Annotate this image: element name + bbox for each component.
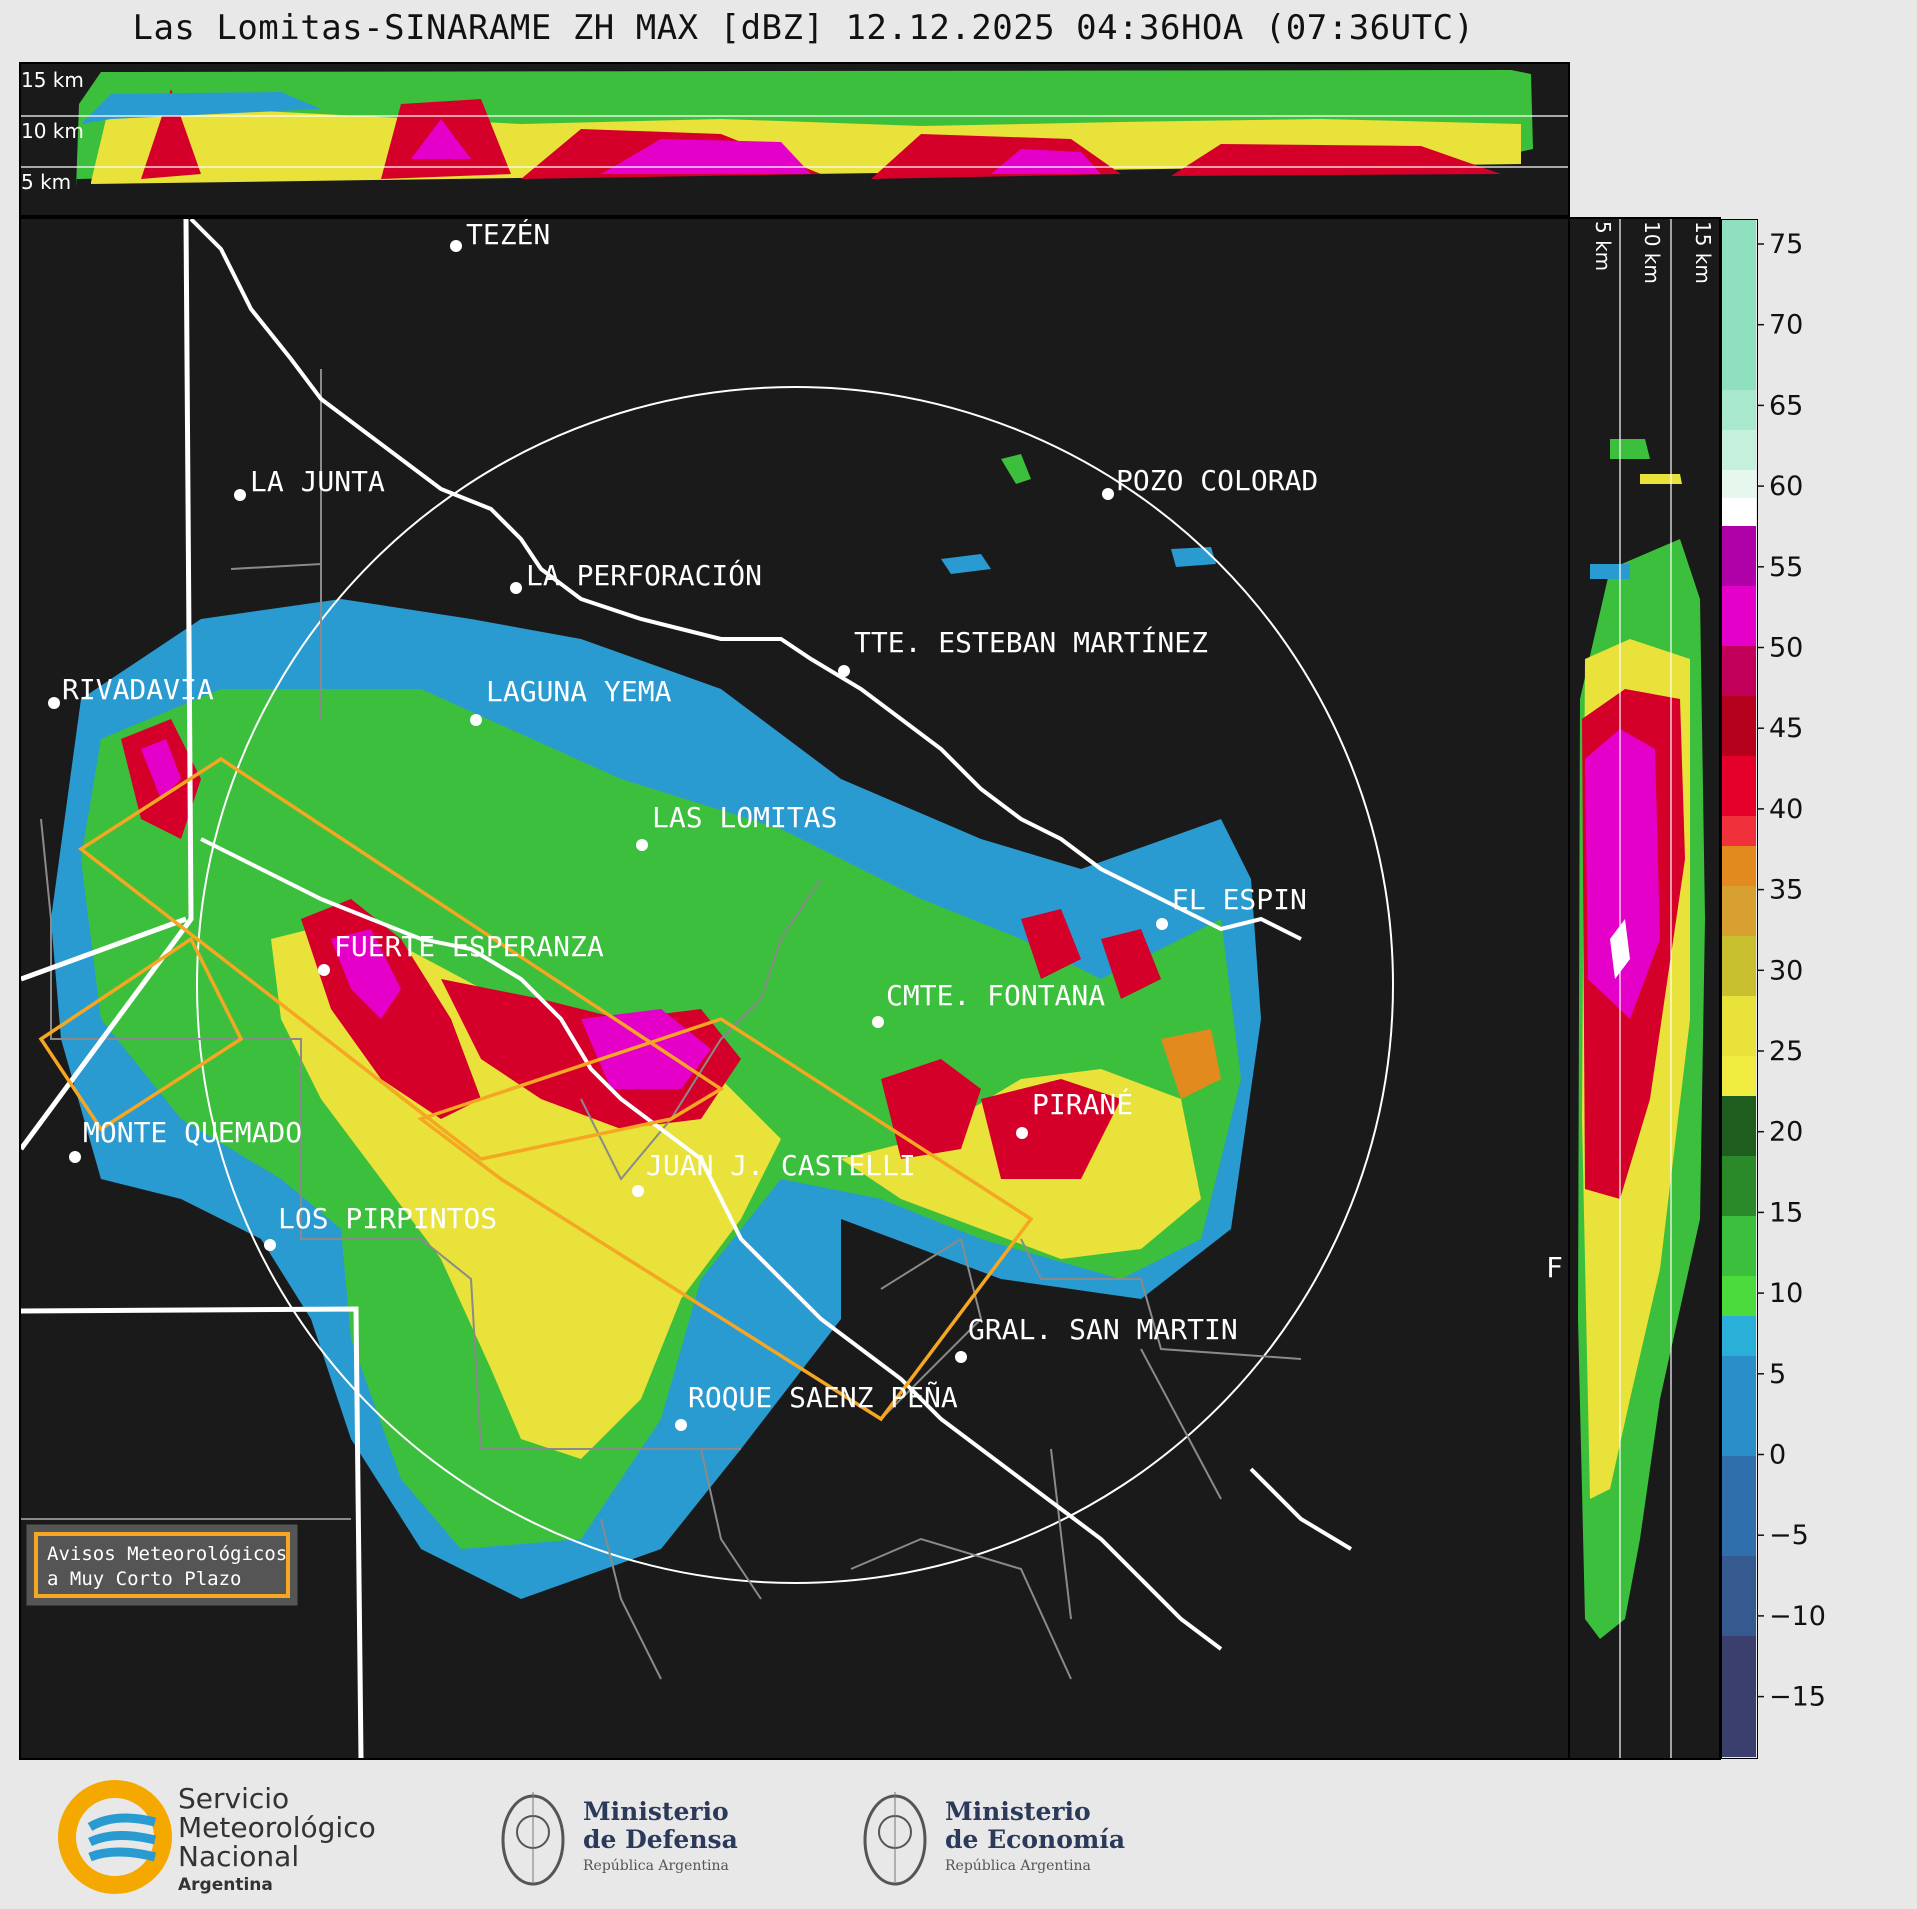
warning-legend-line2: a Muy Corto Plazo [47, 1568, 241, 1590]
smn-line4: Argentina [178, 1875, 273, 1895]
svg-text:LA JUNTA: LA JUNTA [250, 465, 385, 498]
svg-text:EL ESPIN: EL ESPIN [1172, 883, 1307, 916]
svg-text:PIRANÉ: PIRANÉ [1032, 1087, 1133, 1121]
place-laguna-yema: LAGUNA YEMA [470, 675, 672, 726]
dbz-colorbar [1721, 219, 1758, 1759]
side-label-15km: 15 km [1691, 221, 1715, 284]
svg-text:FUERTE ESPERANZA: FUERTE ESPERANZA [334, 930, 604, 963]
colorbar-tick-label: 10 [1769, 1278, 1803, 1309]
colorbar-tick-label: 35 [1769, 875, 1803, 906]
colorbar-tick-label: 45 [1769, 713, 1803, 744]
place-tte-esteban-martinez: TTE. ESTEBAN MARTÍNEZ [838, 625, 1208, 677]
side-profile-echo [1578, 439, 1705, 1639]
footer-logos: Servicio Meteorológico Nacional Argentin… [0, 1762, 1917, 1909]
economia-line1: Ministerio [945, 1797, 1091, 1826]
place-monte-quemado: MONTE QUEMADO [69, 1116, 302, 1163]
reflectivity-field [51, 454, 1261, 1599]
place-pirane: PIRANÉ [1016, 1087, 1133, 1139]
svg-text:TEZÉN: TEZÉN [466, 219, 550, 251]
place-labels: TEZÉN LA JUNTA POZO COLORAD LA PERFORACI… [48, 219, 1563, 1431]
colorbar-tick-label: −15 [1769, 1682, 1826, 1713]
colorbar-tick-label: 55 [1769, 552, 1803, 583]
department-borders [21, 369, 1302, 1680]
colorbar-tick-label: 65 [1769, 390, 1803, 421]
place-cmte-fontana: CMTE. FONTANA [872, 979, 1105, 1028]
place-la-perforacion: LA PERFORACIÓN [510, 558, 762, 594]
svg-text:MONTE QUEMADO: MONTE QUEMADO [83, 1116, 302, 1149]
colorbar-tick-label: −5 [1769, 1520, 1809, 1551]
svg-text:POZO COLORAD: POZO COLORAD [1116, 464, 1318, 497]
top-profile-echo [76, 70, 1533, 189]
colorbar-tick-label: 30 [1769, 955, 1803, 986]
economia-logo: Ministerio de Economía República Argenti… [863, 1792, 1125, 1886]
smn-line1: Servicio [178, 1782, 289, 1815]
colorbar-tick-label: −10 [1769, 1601, 1826, 1632]
top-label-15km: 15 km [21, 68, 84, 92]
defensa-logo: Ministerio de Defensa República Argentin… [501, 1792, 738, 1886]
smn-logo: Servicio Meteorológico Nacional Argentin… [58, 1780, 376, 1895]
colorbar-tick-label: 20 [1769, 1117, 1803, 1148]
colorbar-tick-label: 70 [1769, 310, 1803, 341]
top-label-5km: 5 km [21, 170, 71, 194]
colorbar-tick-label: 50 [1769, 633, 1803, 664]
svg-text:LA PERFORACIÓN: LA PERFORACIÓN [526, 558, 762, 592]
svg-text:GRAL. SAN MARTIN: GRAL. SAN MARTIN [968, 1313, 1238, 1346]
radar-map: TEZÉN LA JUNTA POZO COLORAD LA PERFORACI… [19, 217, 1570, 1760]
place-el-espinillo: EL ESPIN [1156, 883, 1307, 930]
side-label-5km: 5 km [1591, 221, 1615, 271]
place-rivadavia: RIVADAVIA [48, 673, 214, 709]
svg-text:RIVADAVIA: RIVADAVIA [62, 673, 214, 706]
place-la-junta: LA JUNTA [234, 465, 385, 501]
place-los-pirpintos: LOS PIRPINTOS [264, 1202, 497, 1251]
svg-text:CMTE. FONTANA: CMTE. FONTANA [886, 979, 1105, 1012]
smn-line2: Meteorológico [178, 1811, 376, 1844]
warning-legend-line1: Avisos Meteorológicos [47, 1543, 287, 1565]
right-height-profile: 5 km 10 km 15 km [1570, 217, 1721, 1760]
rivers [189, 219, 1353, 1651]
defensa-line3: República Argentina [583, 1858, 729, 1874]
svg-text:TTE. ESTEBAN MARTÍNEZ: TTE. ESTEBAN MARTÍNEZ [854, 625, 1208, 659]
province-borders [21, 219, 364, 1758]
place-pozo-colorado: POZO COLORAD [1102, 464, 1318, 500]
place-juan-j-castelli: JUAN J. CASTELLI [632, 1149, 916, 1197]
colorbar-tick-label: 75 [1769, 229, 1803, 260]
svg-text:LAS LOMITAS: LAS LOMITAS [652, 801, 837, 834]
colorbar-tick-label: 60 [1769, 471, 1803, 502]
colorbar-tick-label: 5 [1769, 1359, 1786, 1390]
svg-text:LOS PIRPINTOS: LOS PIRPINTOS [278, 1202, 497, 1235]
warning-polygons [38, 756, 1034, 1422]
defensa-line2: de Defensa [583, 1825, 738, 1854]
place-fuerte-esperanza: FUERTE ESPERANZA [318, 930, 604, 976]
svg-text:LAGUNA YEMA: LAGUNA YEMA [486, 675, 672, 708]
colorbar-tick-label: 0 [1769, 1440, 1786, 1471]
side-label-10km: 10 km [1640, 221, 1664, 284]
economia-line2: de Economía [945, 1825, 1125, 1854]
place-roque-saenz-pena: ROQUE SAENZ PEÑA [675, 1380, 958, 1431]
smn-line3: Nacional [178, 1840, 299, 1873]
place-tezen: TEZÉN [450, 219, 550, 252]
place-las-lomitas: LAS LOMITAS [636, 801, 837, 851]
place-gral-san-martin: GRAL. SAN MARTIN [955, 1313, 1238, 1363]
colorbar-tick-label: 15 [1769, 1197, 1803, 1228]
top-height-profile: 15 km 10 km 5 km [19, 62, 1570, 217]
svg-text:ROQUE SAENZ PEÑA: ROQUE SAENZ PEÑA [688, 1380, 958, 1414]
top-label-10km: 10 km [21, 119, 84, 143]
colorbar-tick-label: 40 [1769, 794, 1803, 825]
warning-legend-box: Avisos Meteorológicos a Muy Corto Plazo [26, 1524, 298, 1606]
svg-text:JUAN J. CASTELLI: JUAN J. CASTELLI [646, 1149, 916, 1182]
colorbar-tick-label: 25 [1769, 1036, 1803, 1067]
svg-text:F: F [1546, 1251, 1563, 1284]
colorbar-gradient [1722, 220, 1756, 1757]
defensa-line1: Ministerio [583, 1797, 729, 1826]
place-formosa-partial: F [1546, 1251, 1563, 1284]
economia-line3: República Argentina [945, 1858, 1091, 1874]
chart-title: Las Lomitas-SINARAME ZH MAX [dBZ] 12.12.… [132, 8, 1475, 48]
